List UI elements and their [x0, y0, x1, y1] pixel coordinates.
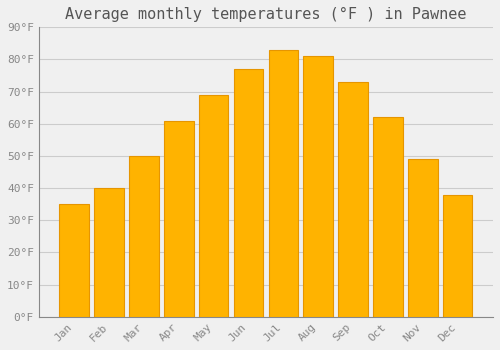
- Bar: [94, 188, 124, 317]
- Bar: [234, 69, 264, 317]
- Bar: [338, 82, 368, 317]
- Bar: [443, 195, 472, 317]
- Bar: [199, 95, 228, 317]
- Bar: [373, 117, 402, 317]
- Bar: [408, 159, 438, 317]
- Bar: [60, 204, 89, 317]
- Title: Average monthly temperatures (°F ) in Pawnee: Average monthly temperatures (°F ) in Pa…: [65, 7, 466, 22]
- Bar: [304, 56, 333, 317]
- Bar: [164, 121, 194, 317]
- Bar: [129, 156, 159, 317]
- Bar: [268, 50, 298, 317]
